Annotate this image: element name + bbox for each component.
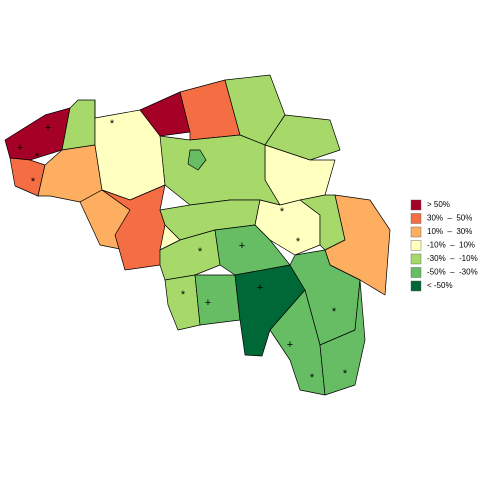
legend-label: -50% – -30% bbox=[427, 268, 478, 277]
region-marker: * bbox=[280, 206, 285, 218]
region-marker: * bbox=[198, 246, 203, 258]
region-marker: * bbox=[181, 289, 186, 301]
legend-label: -30% – -10% bbox=[427, 254, 478, 263]
region bbox=[264, 114, 341, 161]
region bbox=[61, 99, 96, 151]
region-marker: * bbox=[35, 151, 40, 163]
region bbox=[159, 229, 221, 281]
region-marker: + bbox=[257, 282, 263, 294]
region-marker: + bbox=[45, 122, 51, 134]
legend-label: 10% – 30% bbox=[427, 227, 472, 236]
region-marker: + bbox=[239, 240, 245, 252]
region-marker: + bbox=[287, 339, 293, 351]
legend-label: 30% – 50% bbox=[427, 214, 472, 223]
region bbox=[187, 149, 207, 171]
region bbox=[164, 274, 201, 331]
region-marker: + bbox=[17, 142, 23, 154]
legend-swatch bbox=[410, 226, 422, 238]
region-marker: * bbox=[31, 176, 36, 188]
legend-label: > 50% bbox=[427, 200, 450, 209]
region-marker: * bbox=[343, 368, 348, 380]
region bbox=[319, 279, 366, 396]
legend-swatch bbox=[410, 280, 422, 292]
region-marker: * bbox=[332, 306, 337, 318]
region-marker: * bbox=[110, 118, 115, 130]
legend-swatch bbox=[410, 199, 422, 211]
region-marker: * bbox=[296, 236, 301, 248]
legend-swatch bbox=[410, 213, 422, 224]
legend-swatch bbox=[410, 267, 422, 278]
legend-label: < -50% bbox=[427, 281, 453, 290]
region-marker: * bbox=[310, 372, 315, 384]
region-marker: + bbox=[205, 297, 211, 309]
region bbox=[194, 274, 241, 326]
region bbox=[159, 134, 281, 206]
legend-swatch bbox=[410, 253, 422, 265]
legend-label: -10% – 10% bbox=[427, 241, 475, 250]
legend-swatch bbox=[410, 240, 422, 251]
